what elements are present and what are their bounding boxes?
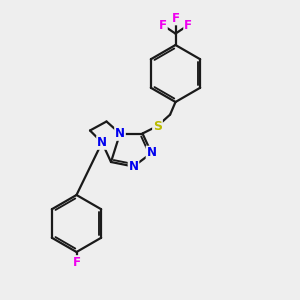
Text: N: N <box>115 127 125 140</box>
Text: F: F <box>73 256 80 269</box>
Text: S: S <box>153 119 162 133</box>
Text: F: F <box>159 19 167 32</box>
Text: F: F <box>172 11 179 25</box>
Text: N: N <box>128 160 139 173</box>
Text: N: N <box>146 146 157 160</box>
Text: N: N <box>97 136 107 149</box>
Text: F: F <box>184 19 192 32</box>
